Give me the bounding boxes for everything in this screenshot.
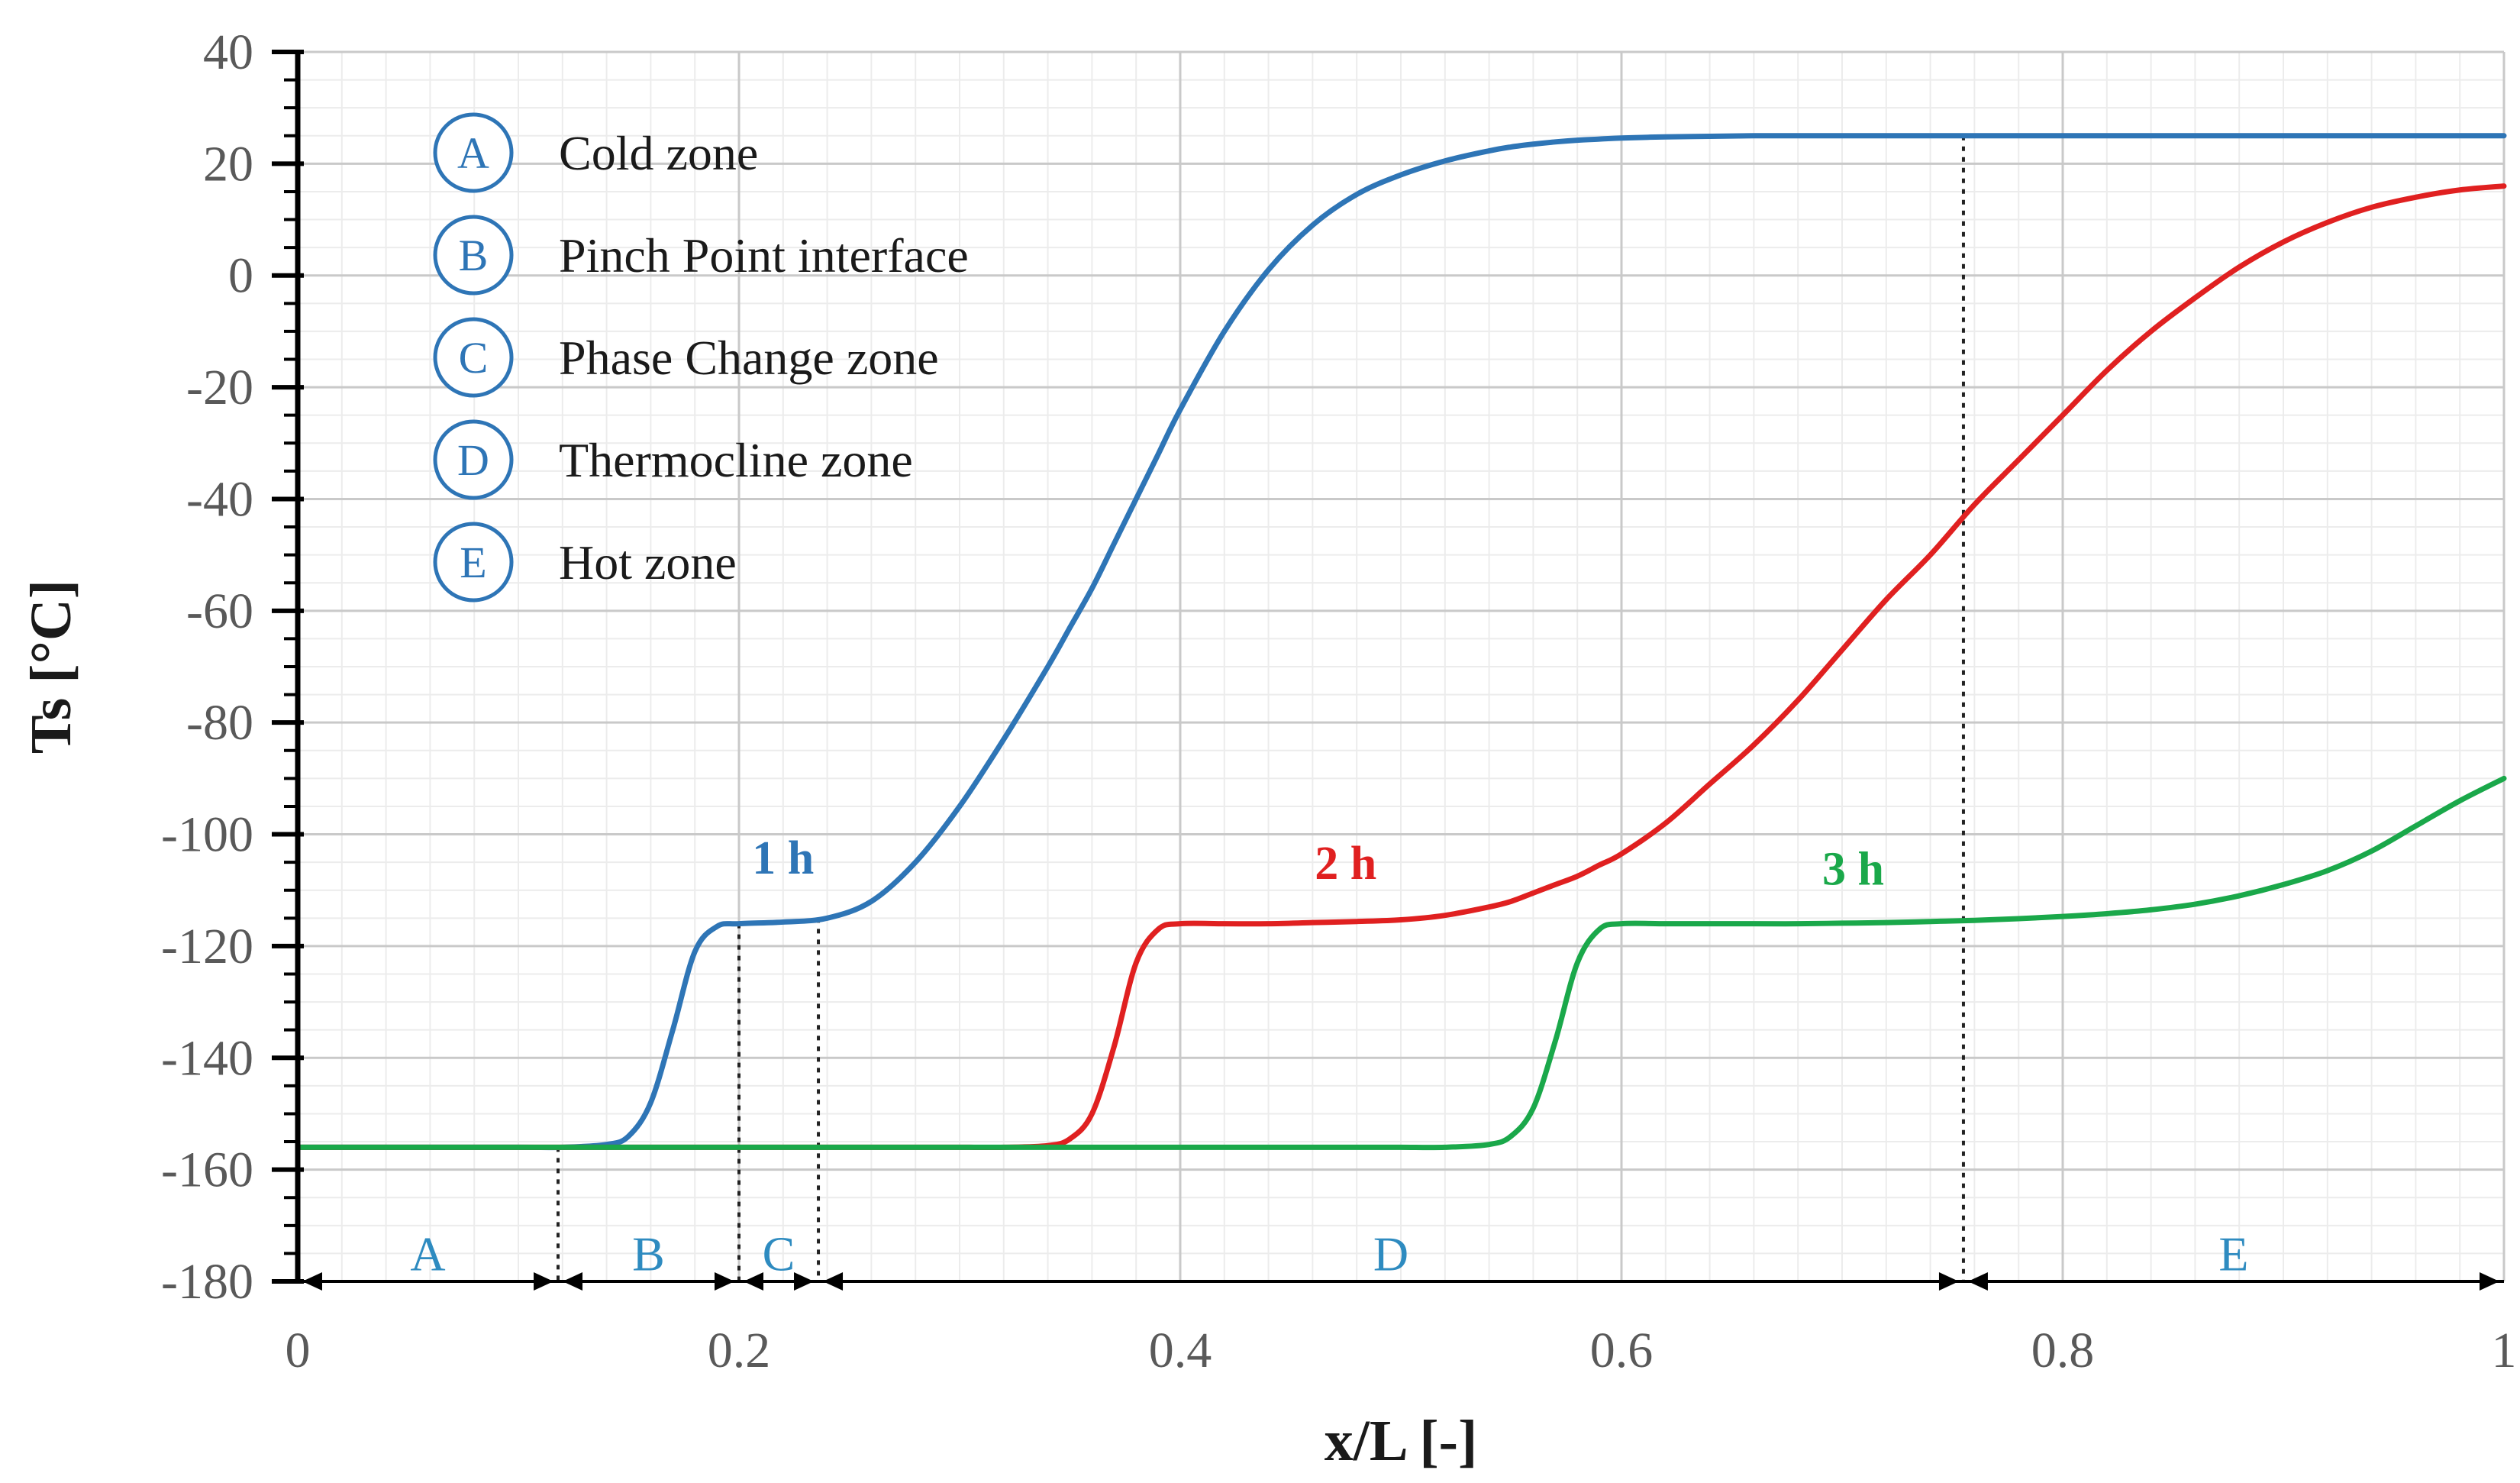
minor-grid: [297, 51, 2505, 1282]
y-tick-label: -180: [161, 1254, 253, 1310]
y-tick-label: -120: [161, 919, 253, 974]
y-tick-label: 20: [203, 136, 253, 192]
zone-arrowhead-right: [715, 1272, 734, 1291]
curve-label-2h: 2 h: [1315, 838, 1376, 890]
zone-arrowhead-right: [2480, 1272, 2499, 1291]
series-line-3h: [295, 775, 2507, 1151]
y-tick-labels: 40 20 0 -20 -40 -60 -80 -100 -120 -140 -160 -180: [161, 24, 253, 1310]
legend-marker-letter: B: [459, 231, 489, 280]
legend-marker-circle: [433, 215, 514, 296]
y-tick-label: -20: [186, 360, 253, 415]
legend: A Cold zone B Pinch Point interface C Phase C…: [433, 112, 969, 603]
zone-arrows: [302, 1272, 2499, 1291]
legend-label: Cold zone: [559, 126, 758, 180]
x-tick-label: 1: [2492, 1323, 2517, 1378]
x-tick-labels: 0 0.2 0.4 0.6 0.8 1: [286, 1323, 2517, 1378]
legend-marker-circle: [433, 419, 514, 500]
y-tick-label: 0: [228, 248, 253, 304]
curve-label-3h: 3 h: [1822, 843, 1884, 895]
y-tick-label: -140: [161, 1030, 253, 1086]
zone-letter-A: A: [410, 1226, 445, 1281]
y-axis-title: Ts [°C]: [19, 580, 83, 754]
y-tick-label: -60: [186, 583, 253, 639]
zone-arrowhead-left: [823, 1272, 844, 1291]
zone-boundary-lines: [557, 135, 1965, 1281]
zone-letter-E: E: [2218, 1226, 2248, 1281]
zone-arrowhead-left: [302, 1272, 322, 1291]
zone-arrowhead-right: [794, 1272, 815, 1291]
zone-arrowhead-left: [744, 1272, 763, 1291]
x-axis-title: x/L [-]: [1325, 1409, 1478, 1473]
y-tick-label: -160: [161, 1142, 253, 1198]
zone-letter-D: D: [1373, 1226, 1408, 1281]
y-tick-label: -40: [186, 471, 253, 527]
legend-label: Phase Change zone: [559, 331, 939, 385]
legend-marker-circle: [433, 112, 514, 193]
zone-arrowhead-right: [1938, 1272, 1959, 1291]
series-line-1h: [295, 133, 2507, 1151]
y-tick-label: -100: [161, 807, 253, 863]
legend-marker-letter: E: [460, 538, 486, 587]
curve-labels: 1 h 2 h 3 h: [752, 832, 1884, 896]
y-tick-label: 40: [203, 24, 253, 80]
zone-arrowhead-left: [1967, 1272, 1988, 1291]
zone-letter-C: C: [763, 1226, 795, 1281]
x-tick-label: 0: [286, 1323, 311, 1378]
series-layer: [295, 133, 2507, 1151]
legend-marker-letter: D: [457, 435, 489, 485]
zone-arrowhead-left: [563, 1272, 583, 1291]
zone-letters: A B C D E: [410, 1226, 2248, 1281]
x-tick-label: 0.2: [708, 1323, 771, 1378]
legend-marker-letter: C: [459, 333, 489, 383]
legend-label: Thermocline zone: [559, 433, 913, 487]
legend-marker-letter: A: [457, 128, 489, 178]
zone-arrowhead-right: [534, 1272, 554, 1291]
y-tick-label: -80: [186, 695, 253, 751]
legend-label: Pinch Point interface: [559, 228, 969, 283]
x-tick-label: 0.4: [1149, 1323, 1212, 1378]
legend-label: Hot zone: [559, 535, 737, 590]
curve-label-1h: 1 h: [752, 832, 814, 884]
zone-letter-B: B: [632, 1226, 665, 1281]
x-tick-label: 0.8: [2031, 1323, 2095, 1378]
legend-marker-circle: [433, 522, 514, 603]
legend-marker-circle: [433, 317, 514, 398]
x-tick-label: 0.6: [1590, 1323, 1654, 1378]
